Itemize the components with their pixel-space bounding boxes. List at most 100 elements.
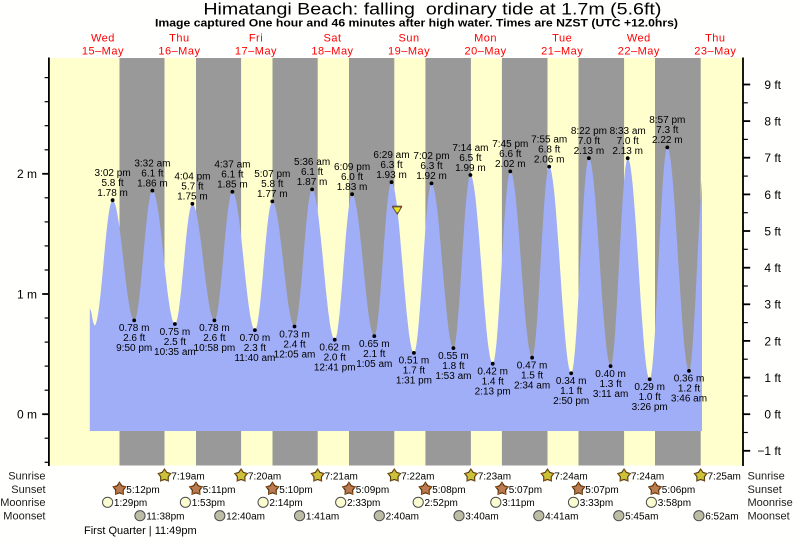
svg-text:6.1 ft: 6.1 ft bbox=[221, 170, 243, 181]
svg-text:5 ft: 5 ft bbox=[764, 224, 781, 238]
svg-text:3 ft: 3 ft bbox=[764, 298, 781, 312]
svg-text:1 ft: 1 ft bbox=[764, 371, 781, 385]
svg-text:Sunrise: Sunrise bbox=[8, 471, 45, 483]
svg-text:2:52pm: 2:52pm bbox=[425, 498, 458, 509]
svg-text:16–May: 16–May bbox=[158, 46, 200, 58]
svg-text:3:02 pm: 3:02 pm bbox=[95, 168, 131, 179]
svg-text:7:21am: 7:21am bbox=[325, 472, 358, 483]
svg-text:20–May: 20–May bbox=[465, 46, 507, 58]
svg-text:8:33 am: 8:33 am bbox=[610, 126, 646, 137]
svg-text:6.0 ft: 6.0 ft bbox=[341, 172, 363, 183]
svg-text:6.1 ft: 6.1 ft bbox=[301, 167, 323, 178]
svg-text:2:33pm: 2:33pm bbox=[347, 498, 380, 509]
svg-text:2.6 ft: 2.6 ft bbox=[203, 333, 225, 344]
svg-text:12:40am: 12:40am bbox=[226, 512, 265, 523]
svg-text:9 ft: 9 ft bbox=[764, 78, 781, 92]
svg-text:Tue: Tue bbox=[552, 33, 572, 45]
svg-text:5:08pm: 5:08pm bbox=[432, 485, 465, 496]
svg-text:0.65 m: 0.65 m bbox=[359, 339, 390, 350]
svg-text:7.3 ft: 7.3 ft bbox=[656, 125, 678, 136]
svg-text:1.8 ft: 1.8 ft bbox=[442, 361, 464, 372]
svg-text:2 m: 2 m bbox=[17, 167, 37, 181]
svg-text:7:45 pm: 7:45 pm bbox=[492, 139, 528, 150]
svg-text:1 m: 1 m bbox=[17, 287, 37, 301]
svg-text:5:45am: 5:45am bbox=[625, 512, 658, 523]
svg-text:17–May: 17–May bbox=[235, 46, 277, 58]
svg-text:2.0 ft: 2.0 ft bbox=[324, 353, 346, 364]
svg-text:8:57 pm: 8:57 pm bbox=[649, 115, 685, 126]
svg-text:2.3 ft: 2.3 ft bbox=[244, 343, 266, 354]
svg-text:Fri: Fri bbox=[249, 33, 263, 45]
svg-text:0.62 m: 0.62 m bbox=[319, 343, 350, 354]
svg-text:2.6 ft: 2.6 ft bbox=[123, 333, 145, 344]
svg-text:6 ft: 6 ft bbox=[764, 188, 781, 202]
svg-text:7:24am: 7:24am bbox=[554, 472, 587, 483]
svg-text:0.36 m: 0.36 m bbox=[674, 374, 705, 385]
svg-text:3:33pm: 3:33pm bbox=[580, 498, 613, 509]
svg-text:1.4 ft: 1.4 ft bbox=[482, 377, 504, 388]
svg-text:1.3 ft: 1.3 ft bbox=[599, 379, 621, 390]
svg-text:7:20am: 7:20am bbox=[248, 472, 281, 483]
svg-text:5:07pm: 5:07pm bbox=[585, 485, 618, 496]
svg-text:4 ft: 4 ft bbox=[764, 261, 781, 275]
svg-text:1.93 m: 1.93 m bbox=[376, 170, 407, 181]
svg-text:5:12pm: 5:12pm bbox=[126, 485, 159, 496]
svg-text:5.7 ft: 5.7 ft bbox=[181, 182, 203, 193]
svg-text:19–May: 19–May bbox=[388, 46, 430, 58]
svg-text:15–May: 15–May bbox=[82, 46, 124, 58]
svg-text:2.22 m: 2.22 m bbox=[652, 135, 683, 146]
svg-text:7:22am: 7:22am bbox=[401, 472, 434, 483]
svg-text:0.34 m: 0.34 m bbox=[556, 376, 587, 387]
svg-text:Mon: Mon bbox=[474, 33, 497, 45]
svg-text:Sunset: Sunset bbox=[748, 484, 782, 496]
svg-text:1.92 m: 1.92 m bbox=[416, 171, 447, 182]
svg-text:2.1 ft: 2.1 ft bbox=[363, 349, 385, 360]
svg-text:0.78 m: 0.78 m bbox=[119, 323, 150, 334]
svg-text:7:23am: 7:23am bbox=[478, 472, 511, 483]
svg-text:2:13 pm: 2:13 pm bbox=[475, 387, 511, 398]
svg-text:0.42 m: 0.42 m bbox=[477, 367, 508, 378]
svg-text:12:41 pm: 12:41 pm bbox=[314, 363, 356, 374]
svg-text:Wed: Wed bbox=[627, 33, 651, 45]
svg-text:0.40 m: 0.40 m bbox=[595, 369, 626, 380]
svg-text:5:07pm: 5:07pm bbox=[509, 485, 542, 496]
svg-text:5:06pm: 5:06pm bbox=[662, 485, 695, 496]
svg-text:5:11pm: 5:11pm bbox=[203, 485, 236, 496]
svg-text:Sunset: Sunset bbox=[11, 484, 45, 496]
svg-text:5:36 am: 5:36 am bbox=[294, 157, 330, 168]
svg-text:1:53pm: 1:53pm bbox=[192, 498, 225, 509]
svg-text:Moonrise: Moonrise bbox=[748, 497, 793, 509]
svg-text:Thu: Thu bbox=[705, 33, 725, 45]
svg-text:1:05 am: 1:05 am bbox=[356, 359, 392, 370]
svg-text:21–May: 21–May bbox=[541, 46, 583, 58]
svg-text:6:29 am: 6:29 am bbox=[373, 150, 409, 161]
svg-text:Wed: Wed bbox=[91, 33, 115, 45]
svg-text:0 m: 0 m bbox=[17, 408, 37, 422]
svg-text:12:05 am: 12:05 am bbox=[274, 349, 316, 360]
svg-text:2:40am: 2:40am bbox=[386, 512, 419, 523]
svg-text:1.7 ft: 1.7 ft bbox=[403, 366, 425, 377]
svg-text:6.5 ft: 6.5 ft bbox=[459, 153, 481, 164]
svg-text:2.13 m: 2.13 m bbox=[612, 146, 643, 157]
svg-text:−1 ft: −1 ft bbox=[757, 444, 781, 458]
svg-text:0 ft: 0 ft bbox=[764, 408, 781, 422]
svg-text:4:41am: 4:41am bbox=[545, 512, 578, 523]
svg-text:3:26 pm: 3:26 pm bbox=[632, 402, 668, 413]
svg-text:0.70 m: 0.70 m bbox=[240, 333, 271, 344]
svg-text:0.29 m: 0.29 m bbox=[634, 382, 665, 393]
svg-text:9:50 pm: 9:50 pm bbox=[116, 343, 152, 354]
svg-text:1:53 am: 1:53 am bbox=[435, 371, 471, 382]
svg-text:6.6 ft: 6.6 ft bbox=[499, 149, 521, 160]
svg-text:1.78 m: 1.78 m bbox=[97, 188, 128, 199]
svg-text:3:11pm: 3:11pm bbox=[502, 498, 535, 509]
svg-text:Sun: Sun bbox=[399, 33, 420, 45]
svg-text:6.1 ft: 6.1 ft bbox=[141, 168, 163, 179]
svg-text:1.2 ft: 1.2 ft bbox=[678, 384, 700, 395]
svg-text:1.5 ft: 1.5 ft bbox=[521, 371, 543, 382]
svg-text:11:40 am: 11:40 am bbox=[234, 353, 275, 364]
svg-text:2.02 m: 2.02 m bbox=[495, 159, 526, 170]
svg-text:8:22 pm: 8:22 pm bbox=[571, 126, 607, 137]
svg-text:11:38pm: 11:38pm bbox=[146, 512, 184, 523]
svg-text:6.8 ft: 6.8 ft bbox=[538, 144, 560, 155]
svg-text:18–May: 18–May bbox=[311, 46, 353, 58]
